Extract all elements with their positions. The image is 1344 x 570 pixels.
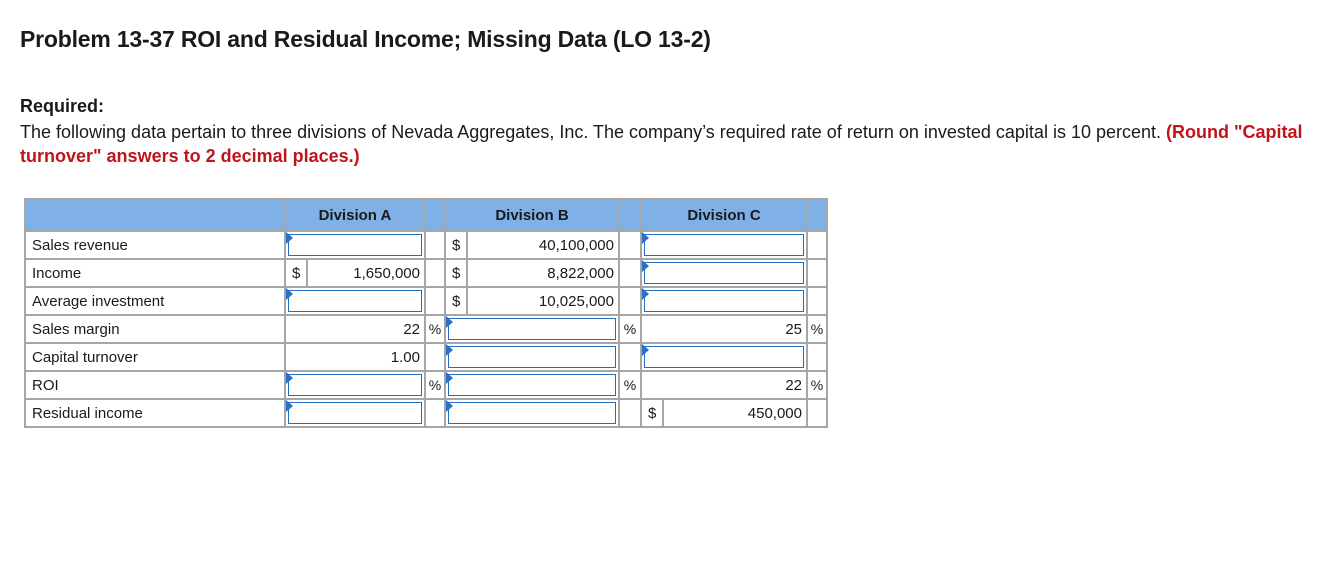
row-sales-revenue: Sales revenue $ 40,100,000: [24, 230, 828, 260]
division-b-residual-income-input[interactable]: [444, 398, 620, 428]
row-sales-margin: Sales margin 22 % % 25 %: [24, 314, 828, 344]
division-a-capital-turnover: 1.00: [284, 342, 426, 372]
pct-cell: [806, 258, 828, 288]
required-label: Required:: [20, 96, 105, 116]
percent-sign: %: [806, 314, 828, 344]
division-c-roi: 22: [640, 370, 808, 400]
pct-cell: [424, 342, 446, 372]
row-label: ROI: [24, 370, 286, 400]
header-spacer-a: [424, 198, 446, 232]
currency-symbol: $: [444, 230, 468, 260]
pct-cell: [806, 342, 828, 372]
currency-symbol: $: [640, 398, 664, 428]
division-c-sales-revenue-input[interactable]: [640, 230, 808, 260]
header-division-c: Division C: [640, 198, 808, 232]
division-b-capital-turnover-input[interactable]: [444, 342, 620, 372]
pct-cell: [618, 230, 642, 260]
header-blank: [24, 198, 286, 232]
header-spacer-c: [806, 198, 828, 232]
division-b-sales-margin-input[interactable]: [444, 314, 620, 344]
division-c-average-investment-input[interactable]: [640, 286, 808, 316]
row-income: Income $ 1,650,000 $ 8,822,000: [24, 258, 828, 288]
divisions-table: Division A Division B Division C Sales r…: [24, 198, 828, 428]
row-roi: ROI % % 22 %: [24, 370, 828, 400]
currency-symbol: $: [284, 258, 308, 288]
division-c-capital-turnover-input[interactable]: [640, 342, 808, 372]
percent-sign: %: [424, 370, 446, 400]
pct-cell: [424, 286, 446, 316]
division-a-average-investment-input[interactable]: [284, 286, 426, 316]
pct-cell: [424, 398, 446, 428]
row-label: Average investment: [24, 286, 286, 316]
row-label: Sales revenue: [24, 230, 286, 260]
row-label: Income: [24, 258, 286, 288]
pct-cell: [618, 258, 642, 288]
row-capital-turnover: Capital turnover 1.00: [24, 342, 828, 372]
currency-symbol: $: [444, 258, 468, 288]
row-label: Sales margin: [24, 314, 286, 344]
pct-cell: [806, 398, 828, 428]
percent-sign: %: [424, 314, 446, 344]
division-c-residual-income: 450,000: [662, 398, 808, 428]
division-b-roi-input[interactable]: [444, 370, 620, 400]
pct-cell: [424, 230, 446, 260]
pct-cell: [618, 342, 642, 372]
row-label: Capital turnover: [24, 342, 286, 372]
header-row: Division A Division B Division C: [24, 198, 828, 232]
row-average-investment: Average investment $ 10,025,000: [24, 286, 828, 316]
division-a-income: 1,650,000: [306, 258, 426, 288]
page-title: Problem 13-37 ROI and Residual Income; M…: [20, 26, 711, 52]
pct-cell: [618, 398, 642, 428]
instructions-text: The following data pertain to three divi…: [20, 122, 1162, 142]
division-c-income-input[interactable]: [640, 258, 808, 288]
rounding-note: (Round "Capital turnover" answers to 2 d…: [20, 122, 1303, 166]
header-division-b: Division B: [444, 198, 620, 232]
pct-cell: [618, 286, 642, 316]
percent-sign: %: [618, 370, 642, 400]
division-a-sales-margin: 22: [284, 314, 426, 344]
division-b-average-investment: 10,025,000: [466, 286, 620, 316]
row-label: Residual income: [24, 398, 286, 428]
row-residual-income: Residual income $ 450,000: [24, 398, 828, 428]
pct-cell: [806, 286, 828, 316]
percent-sign: %: [618, 314, 642, 344]
header-spacer-b: [618, 198, 642, 232]
division-c-sales-margin: 25: [640, 314, 808, 344]
division-a-residual-income-input[interactable]: [284, 398, 426, 428]
division-b-sales-revenue: 40,100,000: [466, 230, 620, 260]
division-a-roi-input[interactable]: [284, 370, 426, 400]
instructions: The following data pertain to three divi…: [20, 120, 1310, 168]
percent-sign: %: [806, 370, 828, 400]
pct-cell: [806, 230, 828, 260]
division-b-income: 8,822,000: [466, 258, 620, 288]
pct-cell: [424, 258, 446, 288]
currency-symbol: $: [444, 286, 468, 316]
division-a-sales-revenue-input[interactable]: [284, 230, 426, 260]
header-division-a: Division A: [284, 198, 426, 232]
